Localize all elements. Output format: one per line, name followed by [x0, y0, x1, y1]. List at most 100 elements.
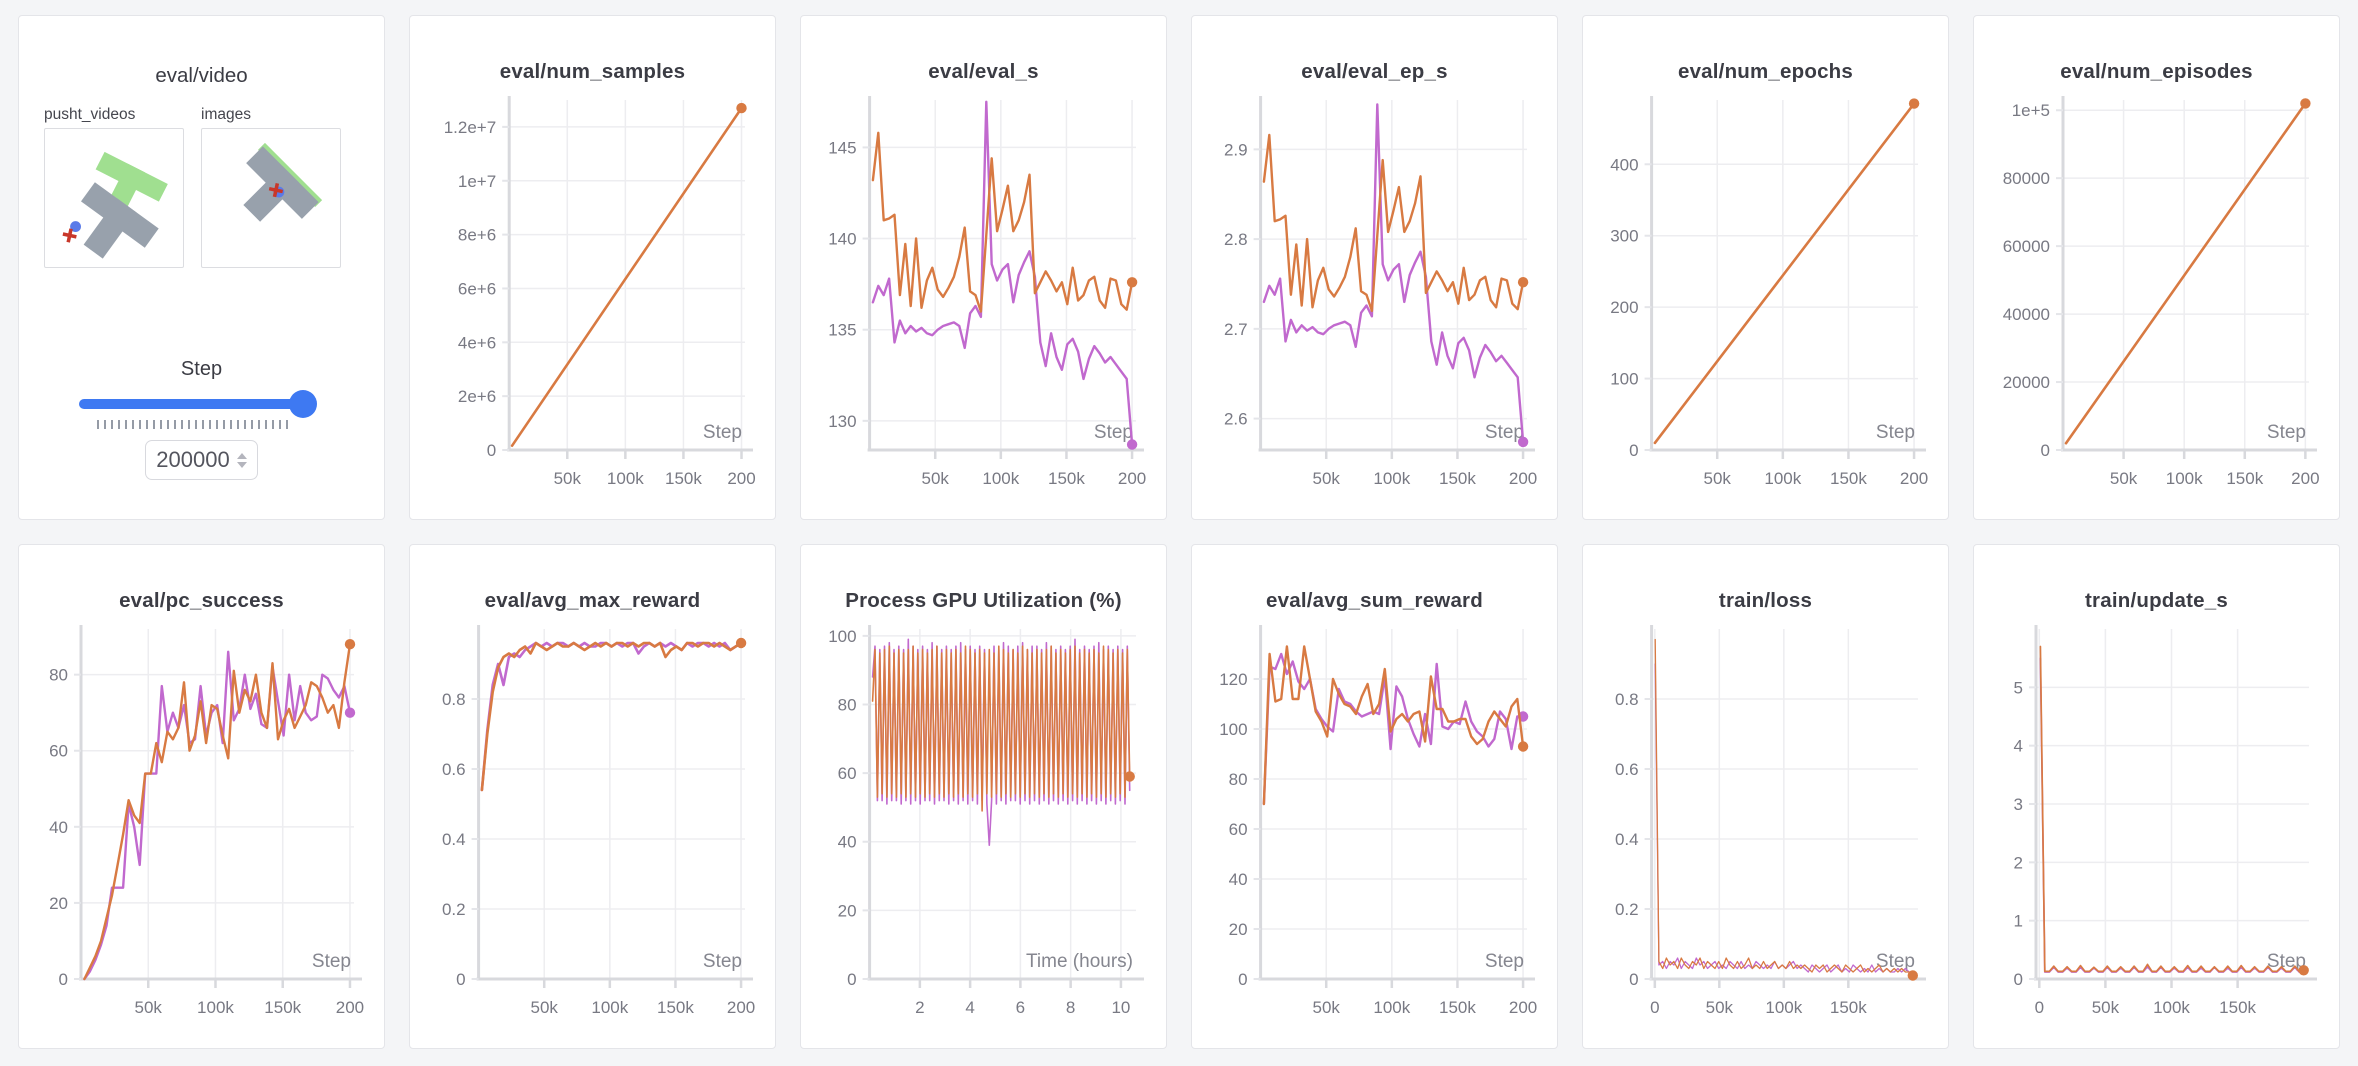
- chart-title: eval/eval_ep_s: [1301, 60, 1448, 83]
- svg-text:80: 80: [49, 666, 68, 685]
- step-value: 200000: [156, 447, 230, 472]
- svg-text:20: 20: [1229, 920, 1248, 939]
- chart-title: eval/num_samples: [499, 60, 686, 83]
- svg-text:Step: Step: [312, 951, 351, 972]
- svg-text:150k: 150k: [1830, 469, 1867, 488]
- svg-text:150k: 150k: [1830, 998, 1867, 1017]
- panel-gpu-utilization[interactable]: Process GPU Utilization (%) 2 4 6 8 10 0 20 40 6…: [800, 544, 1167, 1049]
- svg-text:50k: 50k: [2092, 998, 2120, 1017]
- svg-text:200: 200: [1610, 298, 1638, 317]
- svg-text:4e+6: 4e+6: [458, 333, 496, 352]
- svg-text:0: 0: [59, 970, 68, 989]
- svg-text:8e+6: 8e+6: [458, 226, 496, 245]
- svg-text:1e+7: 1e+7: [458, 172, 496, 191]
- chart-eval-eval-s[interactable]: 50k 100k 150k 200 130 135 140 145 Step: [801, 86, 1166, 514]
- panel-eval-num-episodes[interactable]: eval/num_episodes 50k 100k 150k 200 0 20000 40…: [1973, 15, 2340, 520]
- chart-eval-num-epochs[interactable]: 50k 100k 150k 200 0 100 200 300 400 Step: [1583, 86, 1948, 514]
- svg-text:400: 400: [1610, 155, 1638, 174]
- panel-eval-eval-s[interactable]: eval/eval_s 50k 100k 150k 200 130 135 140 145 St…: [800, 15, 1167, 520]
- svg-text:1e+5: 1e+5: [2012, 101, 2050, 120]
- svg-text:150k: 150k: [1439, 469, 1476, 488]
- svg-text:0: 0: [2014, 970, 2023, 989]
- svg-text:0: 0: [1629, 441, 1638, 460]
- svg-text:0: 0: [487, 441, 496, 460]
- svg-text:140: 140: [828, 230, 856, 249]
- chart-eval-num-episodes[interactable]: 50k 100k 150k 200 0 20000 40000 60000 80000 1e+5 S…: [1974, 86, 2339, 514]
- svg-text:60: 60: [49, 742, 68, 761]
- panel-eval-avg-max-reward[interactable]: eval/avg_max_reward 50k 100k 150k 200 0 0.2 0.…: [409, 544, 776, 1049]
- svg-text:2.6: 2.6: [1224, 410, 1248, 429]
- video-panel-title: eval/video: [155, 64, 248, 87]
- svg-text:20: 20: [49, 894, 68, 913]
- svg-text:0: 0: [847, 970, 856, 989]
- media-label-pusht-videos: pusht_videos: [44, 106, 136, 123]
- chart-eval-avg-max-reward[interactable]: 50k 100k 150k 200 0 0.2 0.4 0.6 0.8 Step: [410, 615, 775, 1043]
- svg-text:4: 4: [2014, 737, 2023, 756]
- svg-text:0.4: 0.4: [1615, 830, 1639, 849]
- chart-train-loss[interactable]: 0 50k 100k 150k 0 0.2 0.4 0.6 0.8 Step: [1583, 615, 1948, 1043]
- step-slider[interactable]: [79, 390, 317, 418]
- svg-text:Step: Step: [2267, 422, 2306, 443]
- svg-text:200: 200: [1900, 469, 1928, 488]
- svg-text:300: 300: [1610, 227, 1638, 246]
- svg-text:200: 200: [1118, 469, 1146, 488]
- svg-text:150k: 150k: [665, 469, 702, 488]
- svg-text:80: 80: [838, 695, 857, 714]
- svg-text:Step: Step: [703, 422, 742, 443]
- chart-eval-eval-ep-s[interactable]: 50k 100k 150k 200 2.6 2.7 2.8 2.9 Step: [1192, 86, 1557, 514]
- step-value-input[interactable]: 200000: [145, 440, 258, 480]
- media-label-images: images: [201, 106, 251, 123]
- svg-text:0: 0: [1238, 970, 1247, 989]
- chart-eval-num-samples[interactable]: 50k 100k 150k 200 0 2e+6 4e+6 6e+6 8e+6 1e+7 1.2e+…: [410, 86, 775, 514]
- svg-text:Step: Step: [1876, 951, 1915, 972]
- panel-eval-video[interactable]: eval/video pusht_videos images: [18, 15, 385, 520]
- svg-text:100k: 100k: [1765, 998, 1802, 1017]
- panel-eval-num-samples[interactable]: eval/num_samples 50k 100k 150k 200 0 2e+6 4e+6…: [409, 15, 776, 520]
- step-stepper-buttons[interactable]: [236, 452, 247, 468]
- agent-dot: [70, 221, 81, 233]
- svg-text:6e+6: 6e+6: [458, 279, 496, 298]
- svg-text:50k: 50k: [135, 998, 163, 1017]
- stepper-down-icon: [236, 461, 247, 468]
- svg-text:0.8: 0.8: [1615, 690, 1639, 709]
- chart-title: eval/avg_sum_reward: [1266, 589, 1483, 612]
- svg-text:100: 100: [1219, 720, 1247, 739]
- images-thumbnail[interactable]: [201, 128, 341, 268]
- svg-text:100k: 100k: [1764, 469, 1801, 488]
- step-slider-thumb[interactable]: [289, 390, 317, 418]
- panel-eval-avg-sum-reward[interactable]: eval/avg_sum_reward 50k 100k 150k 200 0 20 40 6…: [1191, 544, 1558, 1049]
- chart-title: eval/avg_max_reward: [484, 589, 701, 612]
- svg-text:20000: 20000: [2003, 373, 2050, 392]
- step-slider-ruler: [97, 420, 293, 429]
- svg-text:0.4: 0.4: [442, 830, 466, 849]
- svg-text:40: 40: [49, 818, 68, 837]
- panel-eval-num-epochs[interactable]: eval/num_epochs 50k 100k 150k 200 0 100 200 300…: [1582, 15, 1949, 520]
- panel-eval-pc-success[interactable]: eval/pc_success 50k 100k 150k 200 0 20 40 60 80 S…: [18, 544, 385, 1049]
- svg-text:200: 200: [336, 998, 364, 1017]
- svg-text:2.9: 2.9: [1224, 140, 1248, 159]
- svg-text:200: 200: [1509, 469, 1537, 488]
- chart-eval-pc-success[interactable]: 50k 100k 150k 200 0 20 40 60 80 Step: [19, 615, 384, 1043]
- panel-train-update-s[interactable]: train/update_s 0 50k 100k 150k 0 1 2 3 4 5 Step: [1973, 544, 2340, 1049]
- chart-title: train/loss: [1718, 589, 1813, 612]
- chart-eval-avg-sum-reward[interactable]: 50k 100k 150k 200 0 20 40 60 80 100 120 Step: [1192, 615, 1557, 1043]
- panel-eval-eval-ep-s[interactable]: eval/eval_ep_s 50k 100k 150k 200 2.6 2.7 2.8 2.…: [1191, 15, 1558, 520]
- svg-text:8: 8: [1066, 998, 1075, 1017]
- svg-text:100k: 100k: [982, 469, 1019, 488]
- svg-text:2: 2: [915, 998, 924, 1017]
- svg-text:2: 2: [2014, 853, 2023, 872]
- svg-text:135: 135: [828, 321, 856, 340]
- svg-text:1: 1: [2014, 912, 2023, 931]
- svg-text:6: 6: [1016, 998, 1025, 1017]
- svg-text:50k: 50k: [554, 469, 582, 488]
- svg-text:130: 130: [828, 412, 856, 431]
- svg-text:100: 100: [828, 627, 856, 646]
- svg-text:100k: 100k: [591, 998, 628, 1017]
- svg-text:150k: 150k: [2219, 998, 2256, 1017]
- svg-text:100k: 100k: [2166, 469, 2203, 488]
- pusht-video-thumbnail[interactable]: [44, 128, 184, 268]
- panel-train-loss[interactable]: train/loss 0 50k 100k 150k 0 0.2 0.4 0.6 0.8 Step: [1582, 544, 1949, 1049]
- svg-text:200: 200: [727, 469, 755, 488]
